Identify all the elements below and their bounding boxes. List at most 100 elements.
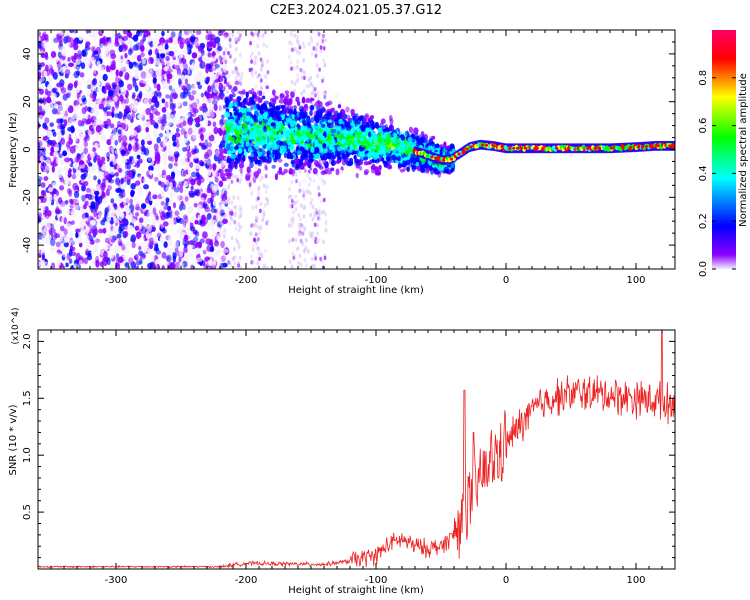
spectrogram-cell xyxy=(238,255,242,261)
spectrogram-cell xyxy=(154,111,161,116)
spectrogram-cell xyxy=(237,30,240,35)
spectrogram-cell xyxy=(212,87,218,93)
spectrogram-cell xyxy=(161,265,165,269)
spectrogram-cell xyxy=(164,212,170,220)
spectrogram-cell xyxy=(100,182,106,191)
spectrogram-cell xyxy=(117,246,122,253)
spectrogram-cell xyxy=(69,88,76,96)
spectrogram-cell xyxy=(355,172,359,179)
spectrogram-cell xyxy=(107,205,111,212)
spectrogram-cell xyxy=(43,70,48,77)
spectrogram-cell xyxy=(233,261,237,266)
spectrogram-cell xyxy=(127,83,133,91)
spectrogram-cell xyxy=(58,30,64,36)
spectrogram-cell xyxy=(176,141,180,149)
spectrogram-cell xyxy=(154,153,161,162)
spectrogram-cell xyxy=(38,105,43,112)
spectrogram-cell xyxy=(147,57,154,65)
spectrogram-cell xyxy=(367,161,372,165)
spectrogram-cell xyxy=(42,43,49,49)
spectrogram-cell xyxy=(90,189,95,196)
spectrogram-cell xyxy=(303,168,307,173)
spectrogram-cell xyxy=(309,110,313,117)
spectrogram-cell xyxy=(83,140,89,148)
spectrogram-cell xyxy=(173,47,179,54)
spectrogram-cell xyxy=(236,178,240,183)
spectrogram-cell xyxy=(218,152,224,160)
spectrogram-cell xyxy=(214,251,220,258)
spectrogram-cell xyxy=(49,103,54,111)
spectrogram-cell xyxy=(201,74,206,81)
spectrogram-cell xyxy=(118,135,122,143)
spectrogram-cell xyxy=(219,209,225,217)
spectrogram-cell xyxy=(202,192,208,199)
spectrogram-cell xyxy=(97,213,102,220)
spectrogram-cell xyxy=(172,180,177,188)
spectrogram-cell xyxy=(309,81,313,87)
spectrogram-cell xyxy=(264,248,267,254)
spectrogram-cell xyxy=(74,185,80,191)
spectrogram-cell xyxy=(265,44,269,49)
spectrogram-cell xyxy=(324,37,328,43)
spectrogram-cell xyxy=(386,165,393,170)
spectrogram-cell xyxy=(127,170,133,178)
spectrogram-cell xyxy=(316,73,319,79)
spectrogram-cell xyxy=(237,263,240,268)
spectrogram-cell xyxy=(96,60,101,68)
spectrogram-cell xyxy=(67,83,74,89)
spectrogram-cell xyxy=(228,221,232,226)
spectrogram-cell xyxy=(127,225,134,231)
spectrogram-cell xyxy=(311,204,315,210)
spectrogram-cell xyxy=(324,219,328,225)
spectrogram-cell xyxy=(192,153,199,159)
spectrogram-cell xyxy=(132,80,137,88)
spectrogram-cell xyxy=(322,76,325,81)
spectrogram-cell xyxy=(38,240,42,249)
spectrogram-cell xyxy=(200,92,205,98)
spectrogram-cell xyxy=(54,173,59,180)
spectrogram-cell xyxy=(231,33,235,38)
spectrogram-cell xyxy=(38,199,42,204)
spectrogram-cell xyxy=(160,181,165,188)
spectrogram-cell xyxy=(115,187,122,193)
spectrogram-cell xyxy=(107,89,114,97)
spectrogram-cell xyxy=(109,69,114,75)
spectrogram-cell xyxy=(309,35,313,41)
spectrogram-cell xyxy=(88,162,93,167)
spectrogram-cell xyxy=(38,212,42,218)
spectrogram-cell xyxy=(114,211,119,217)
spectrogram-cell xyxy=(175,127,180,133)
spectrogram-cell xyxy=(91,260,96,268)
spectrogram-cell xyxy=(183,156,188,165)
spectrogram-cell xyxy=(214,177,219,183)
spectrogram-cell xyxy=(38,36,41,42)
spectrogram-cell xyxy=(104,237,110,244)
spectrogram-cell xyxy=(155,31,162,39)
spectrogram-cell xyxy=(149,244,153,250)
spectrogram-cell xyxy=(106,42,111,51)
spectrogram-cell xyxy=(217,45,223,52)
spectrogram-cell xyxy=(169,50,175,57)
spectrogram-cell xyxy=(131,218,137,224)
spectrogram-cell xyxy=(187,205,193,214)
spectrogram-cell xyxy=(263,203,267,208)
spectrogram-cell xyxy=(223,234,226,239)
spectrogram-cell xyxy=(134,212,140,217)
spectrogram-cell xyxy=(218,68,222,75)
spectrogram-cell xyxy=(108,101,113,108)
spectrogram-cell xyxy=(211,50,216,59)
spectrogram-cell xyxy=(202,249,207,255)
spectrogram-cell xyxy=(88,236,94,242)
spectrogram-cell xyxy=(147,35,153,42)
spectrogram-cell xyxy=(248,182,252,188)
spectrogram-cell xyxy=(296,100,301,107)
spectrogram-cell xyxy=(200,133,205,142)
spectrogram-cell xyxy=(257,97,263,104)
spectrogram-cell xyxy=(138,90,143,99)
spectrogram-cell xyxy=(142,177,147,184)
spectrogram-cell xyxy=(50,246,56,252)
spectrogram-cell xyxy=(265,266,269,269)
spectrogram-cell xyxy=(58,42,64,51)
spectrogram-cell xyxy=(228,195,231,200)
spectrogram-cell xyxy=(131,129,138,137)
